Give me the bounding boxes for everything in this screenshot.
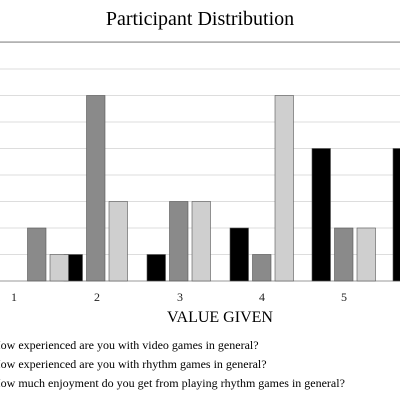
bar bbox=[86, 95, 106, 282]
x-tick-labels: 1 2 3 4 5 bbox=[11, 290, 347, 304]
bar bbox=[191, 201, 211, 282]
bar bbox=[356, 227, 376, 282]
legend-entry: How experienced are you with video games… bbox=[0, 338, 259, 352]
bar bbox=[108, 201, 128, 282]
x-tick-label: 1 bbox=[11, 290, 17, 304]
chart-title: Participant Distribution bbox=[106, 8, 294, 30]
x-axis-label: VALUE GIVEN bbox=[167, 309, 273, 326]
bar bbox=[311, 148, 331, 282]
bar bbox=[49, 254, 69, 282]
legend: How experienced are you with video games… bbox=[0, 338, 345, 390]
bar bbox=[252, 254, 272, 282]
x-tick-label: 5 bbox=[341, 290, 347, 304]
bar bbox=[169, 201, 189, 282]
x-tick-label: 2 bbox=[94, 290, 100, 304]
x-tick-label: 4 bbox=[259, 290, 265, 304]
bar bbox=[27, 227, 47, 282]
legend-entry: How experienced are you with rhythm game… bbox=[0, 357, 267, 371]
bar bbox=[229, 227, 249, 282]
bar bbox=[334, 227, 354, 282]
bar bbox=[146, 254, 166, 282]
bar bbox=[274, 95, 294, 282]
legend-entry: How much enjoyment do you get from playi… bbox=[0, 376, 345, 390]
bar bbox=[392, 148, 400, 282]
x-tick-label: 3 bbox=[177, 290, 183, 304]
bars bbox=[27, 95, 400, 282]
